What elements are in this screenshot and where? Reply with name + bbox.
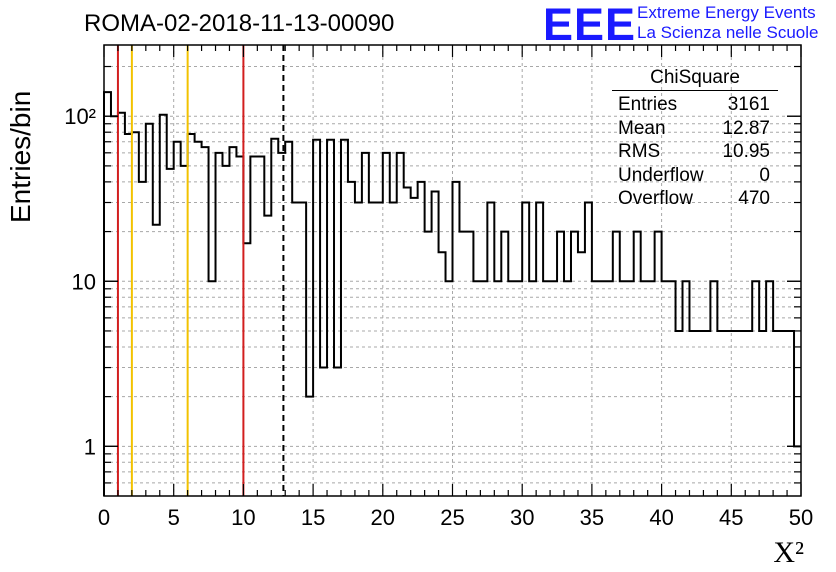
- x-tick-label: 10: [231, 505, 255, 530]
- stats-value: 0: [759, 164, 770, 186]
- x-tick-label: 40: [649, 505, 673, 530]
- stats-row-underflow: Underflow 0: [612, 164, 778, 187]
- stats-label: RMS: [618, 141, 661, 163]
- x-tick-label: 50: [789, 505, 813, 530]
- x-axis-label: X²: [773, 536, 804, 569]
- logo-caption-line2: La Scienza nelle Scuole: [637, 23, 819, 42]
- stats-row-entries: Entries 3161: [612, 93, 778, 116]
- x-tick-label: 35: [580, 505, 604, 530]
- tick-labels: 0 5 10 15 20 25 30 35 40 45 50 1 10 10²: [64, 104, 813, 530]
- logo-caption-line1: Extreme Energy Events: [637, 3, 816, 22]
- x-tick-label: 25: [440, 505, 464, 530]
- x-tick-label: 0: [98, 505, 110, 530]
- stats-value: 10.95: [722, 141, 770, 163]
- x-tick-label: 45: [719, 505, 743, 530]
- stats-box: ChiSquare Entries 3161 Mean 12.87 RMS 10…: [612, 66, 778, 210]
- stats-label: Underflow: [618, 164, 704, 186]
- stats-value: 3161: [727, 94, 770, 116]
- logo-caption: Extreme Energy Events La Scienza nelle S…: [637, 3, 818, 43]
- stats-row-rms: RMS 10.95: [612, 140, 778, 163]
- y-tick-label: 1: [84, 434, 96, 459]
- stats-value: 470: [738, 188, 770, 210]
- stats-label: Entries: [618, 94, 678, 116]
- stats-label: Mean: [618, 117, 666, 139]
- axes: [103, 44, 802, 497]
- y-tick-label: 10: [72, 269, 96, 294]
- histogram-outline: [103, 91, 801, 496]
- stats-row-overflow: Overflow 470: [612, 187, 778, 210]
- x-tick-label: 20: [371, 505, 395, 530]
- y-axis-label: Entries/bin: [5, 90, 36, 223]
- x-tick-label: 15: [301, 505, 325, 530]
- chart-title: ROMA-02-2018-11-13-00090: [84, 10, 395, 37]
- y-tick-label: 10²: [64, 104, 96, 129]
- stats-title: ChiSquare: [612, 66, 778, 92]
- stats-label: Overflow: [618, 188, 693, 210]
- stats-row-mean: Mean 12.87: [612, 117, 778, 140]
- stats-value: 12.87: [722, 117, 770, 139]
- eee-logo: EEE: [543, 0, 637, 50]
- x-tick-label: 5: [168, 505, 180, 530]
- chart-marks: [103, 45, 801, 496]
- x-tick-label: 30: [510, 505, 534, 530]
